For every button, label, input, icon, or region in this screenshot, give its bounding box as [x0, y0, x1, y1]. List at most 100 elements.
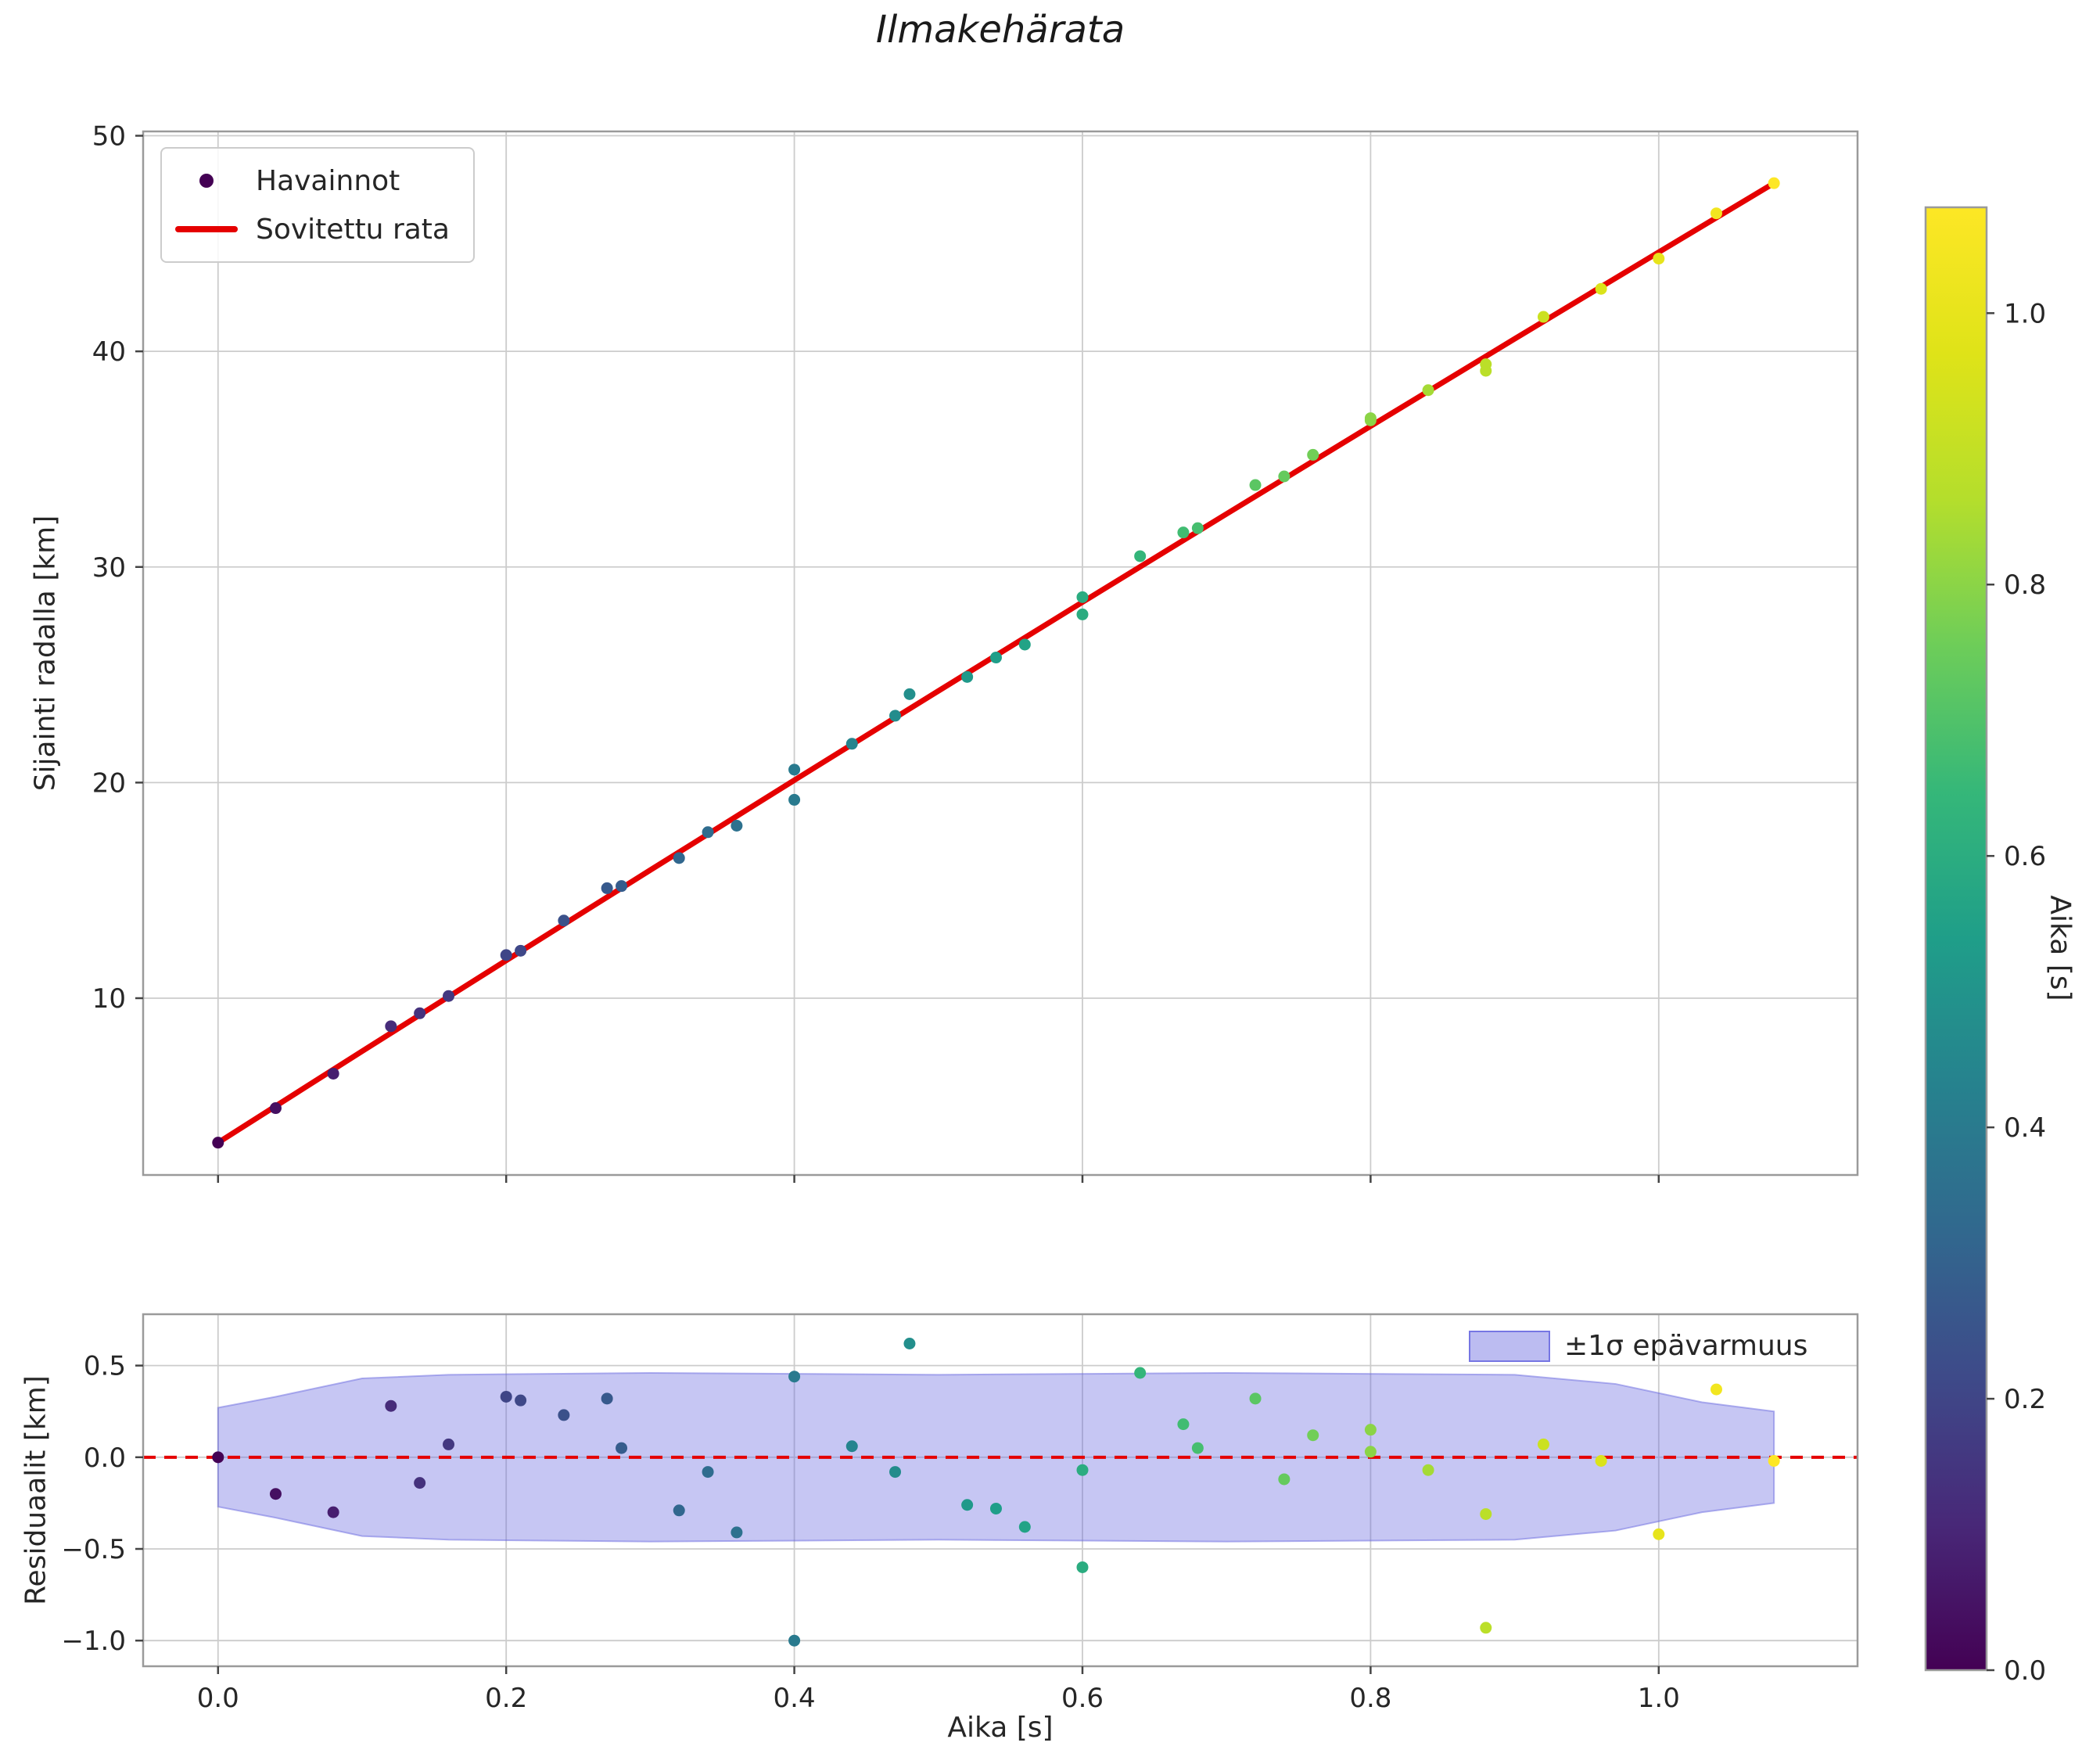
- residual-point: [1364, 1446, 1377, 1458]
- residual-point: [903, 1338, 916, 1349]
- residual-point: [616, 1442, 628, 1454]
- residual-point: [1134, 1367, 1147, 1379]
- y-tick-label: 50: [92, 121, 126, 153]
- residual-point: [1076, 1464, 1089, 1476]
- residual-point: [702, 1466, 714, 1479]
- residual-ylabel: Residuaalit [km]: [20, 1375, 52, 1605]
- scatter-point: [845, 738, 858, 750]
- scatter-point: [961, 670, 974, 683]
- residual-point: [1480, 1622, 1492, 1634]
- y-tick-label: 20: [92, 767, 126, 799]
- colorbar-tick-label: 0.2: [2004, 1384, 2046, 1415]
- colorbar: 0.0 0.2 0.4 0.6 0.8 1.0: [1924, 206, 2046, 1687]
- colorbar-tick-label: 0.8: [2004, 569, 2046, 601]
- position-ylabel: Sijainti radalla [km]: [29, 515, 62, 792]
- scatter-point: [1422, 384, 1434, 397]
- residual-point: [515, 1394, 527, 1407]
- axes-background: [143, 1314, 1858, 1666]
- residual-point: [1768, 1455, 1780, 1467]
- y-tick-label: −1.0: [61, 1626, 126, 1657]
- scatter-point: [414, 1007, 426, 1019]
- scatter-point: [558, 914, 570, 927]
- residual-point: [1307, 1429, 1319, 1442]
- residual-point: [327, 1506, 339, 1518]
- legend: Havainnot Sovitettu rata: [160, 147, 475, 263]
- colorbar-bar: [1926, 207, 1987, 1670]
- colorbar-label: Aika [s]: [2044, 895, 2077, 1001]
- residual-plot: −1.0 −0.5 0.0 0.5 0.0 0.2 0.4 0.6 0.8 1.0: [61, 1313, 1859, 1714]
- residual-point: [889, 1466, 902, 1479]
- colorbar-tick-label: 1.0: [2004, 298, 2046, 329]
- residual-point: [1018, 1521, 1031, 1533]
- scatter-point: [731, 819, 743, 832]
- scatter-point: [1191, 522, 1204, 534]
- x-tick-label: 0.4: [774, 1683, 816, 1714]
- scatter-point: [1768, 177, 1780, 189]
- scatter-point: [1177, 526, 1190, 539]
- fit-line: [215, 180, 1777, 1146]
- scatter-point: [1076, 591, 1089, 603]
- residual-point: [788, 1634, 801, 1647]
- scatter-point: [1278, 470, 1291, 483]
- legend-label-observations: Havainnot: [256, 164, 400, 197]
- scatter-point: [1018, 638, 1031, 651]
- residual-point: [1191, 1442, 1204, 1454]
- residual-point: [1710, 1383, 1722, 1396]
- residual-point: [1422, 1464, 1434, 1476]
- axes-border: [142, 130, 1859, 1177]
- legend-marker-area: [173, 226, 240, 232]
- x-tick-label: 0.8: [1349, 1683, 1391, 1714]
- colorbar-border: [1924, 206, 1988, 1672]
- scatter-point: [1595, 282, 1607, 295]
- colorbar-tick-label: 0.4: [2004, 1112, 2046, 1144]
- scatter-point: [903, 688, 916, 700]
- time-xlabel: Aika [s]: [947, 1712, 1054, 1744]
- scatter-point: [1653, 253, 1665, 265]
- scatter-point: [673, 852, 685, 864]
- scatter-marker-icon: [199, 174, 214, 188]
- residual-point: [673, 1504, 685, 1517]
- residual-point: [500, 1390, 512, 1403]
- residual-point: [1177, 1418, 1190, 1431]
- residual-point: [414, 1477, 426, 1489]
- scatter-point: [212, 1137, 224, 1149]
- scatter-point: [702, 826, 714, 839]
- residual-point: [1537, 1438, 1549, 1450]
- axes-border: [142, 1313, 1859, 1668]
- colorbar-tick-label: 0.6: [2004, 841, 2046, 872]
- residual-point: [601, 1392, 613, 1405]
- scatter-point: [1249, 479, 1262, 491]
- x-tick-label: 0.0: [197, 1683, 239, 1714]
- legend-label-fit: Sovitettu rata: [256, 213, 450, 246]
- legend-row-observations: Havainnot: [173, 156, 450, 205]
- scatter-point: [1480, 358, 1492, 371]
- scatter-point: [788, 793, 801, 806]
- residual-point: [269, 1488, 282, 1500]
- legend-row-fit: Sovitettu rata: [173, 205, 450, 253]
- y-tick-label: 40: [92, 336, 126, 368]
- y-tick-label: 0.0: [84, 1443, 126, 1474]
- residual-point: [1278, 1473, 1291, 1486]
- y-tick-label: −0.5: [61, 1534, 126, 1565]
- scatter-point: [601, 882, 613, 894]
- residual-point: [989, 1502, 1002, 1514]
- residual-point: [1364, 1424, 1377, 1436]
- scatter-point: [500, 949, 512, 961]
- x-tick-label: 0.6: [1061, 1683, 1104, 1714]
- residual-point: [1653, 1528, 1665, 1540]
- y-tick-label: 30: [92, 552, 126, 584]
- residual-point: [1249, 1392, 1262, 1405]
- residual-point: [385, 1399, 397, 1412]
- scatter-point: [515, 944, 527, 957]
- y-tick-label: 10: [92, 983, 126, 1015]
- band-patch-icon: [1469, 1330, 1550, 1362]
- scatter-point: [1710, 207, 1722, 220]
- line-marker-icon: [175, 226, 238, 232]
- scatter-point: [443, 990, 455, 1002]
- x-tick-label: 1.0: [1638, 1683, 1680, 1714]
- residual-point: [558, 1409, 570, 1421]
- legend-marker-area: [173, 174, 240, 188]
- residual-point: [1595, 1455, 1607, 1467]
- colorbar-tick-label: 0.0: [2004, 1655, 2046, 1687]
